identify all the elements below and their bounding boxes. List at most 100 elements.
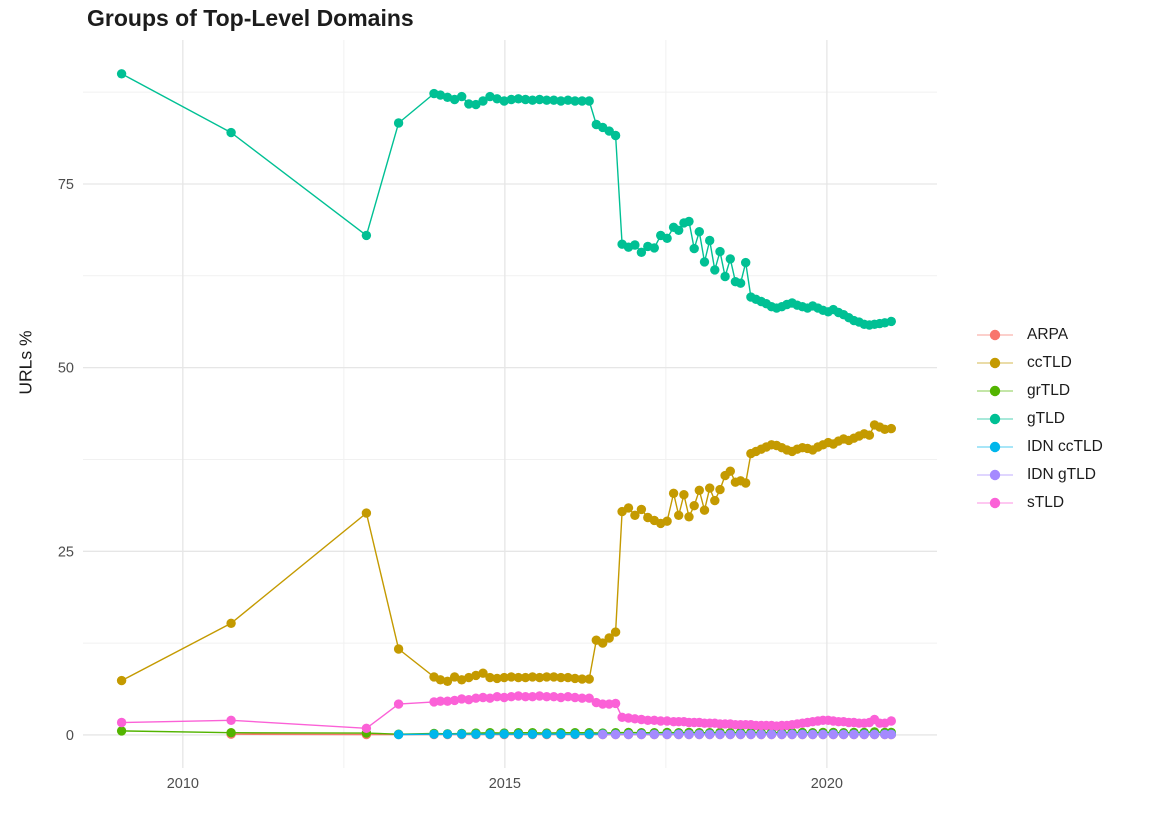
data-point — [864, 430, 875, 440]
data-point — [457, 675, 467, 685]
data-point — [649, 729, 659, 740]
data-point — [527, 692, 538, 702]
legend-key-icon — [977, 357, 1013, 369]
data-point — [859, 729, 869, 740]
data-point — [116, 717, 127, 728]
data-point — [725, 729, 735, 740]
data-point — [777, 729, 787, 740]
data-point — [435, 90, 446, 100]
legend-item-stld: sTLD — [976, 489, 1103, 517]
data-point — [741, 478, 751, 488]
data-point — [499, 692, 509, 703]
series-cctld — [116, 420, 896, 686]
data-point — [527, 95, 538, 105]
data-point — [577, 96, 587, 106]
data-point — [674, 225, 684, 235]
data-point — [766, 729, 777, 740]
data-point — [549, 95, 559, 105]
data-point — [442, 676, 453, 686]
data-point — [116, 69, 127, 79]
data-point — [649, 243, 659, 253]
legend-label: sTLD — [1027, 494, 1065, 511]
data-point — [563, 672, 573, 683]
data-point — [623, 503, 634, 513]
data-point — [610, 698, 621, 709]
data-point — [464, 672, 474, 683]
legend-key-icon — [977, 469, 1013, 481]
data-point — [598, 729, 608, 740]
data-point — [886, 423, 896, 434]
series-gtld — [116, 69, 896, 330]
data-point — [116, 726, 127, 736]
data-point — [849, 729, 859, 740]
data-point — [527, 672, 538, 682]
data-point — [513, 729, 524, 739]
data-point — [527, 729, 538, 739]
data-point — [689, 501, 699, 511]
data-point — [735, 729, 746, 740]
data-point — [577, 674, 587, 684]
legend-key-icon — [977, 385, 1013, 397]
data-point — [662, 516, 672, 526]
legend-item-arpa: ARPA — [976, 321, 1103, 349]
x-tick-label: 2020 — [811, 776, 843, 792]
data-point — [735, 278, 746, 288]
series-line — [121, 73, 892, 326]
data-point — [226, 715, 236, 725]
data-point — [563, 95, 573, 105]
legend-item-idn-cctld: IDN ccTLD — [976, 433, 1103, 461]
data-point — [542, 729, 552, 739]
minor-gridlines — [83, 40, 937, 768]
data-point — [694, 227, 704, 237]
series-stld — [116, 691, 896, 733]
data-point — [710, 265, 720, 275]
data-point — [471, 670, 481, 681]
data-point — [506, 692, 516, 702]
data-point — [725, 254, 735, 264]
data-point — [584, 674, 594, 684]
data-point — [880, 729, 890, 740]
data-point — [674, 729, 684, 740]
data-point — [542, 692, 552, 702]
data-point — [556, 692, 566, 703]
data-point — [520, 692, 531, 702]
data-point — [720, 271, 730, 282]
data-point — [699, 257, 710, 267]
tick-labels: 0 25 50 75 2010 2015 2020 — [58, 177, 843, 792]
data-point — [684, 216, 694, 227]
y-tick-label: 0 — [66, 728, 74, 744]
data-point — [662, 729, 672, 740]
data-point — [464, 99, 474, 109]
data-point — [636, 247, 647, 257]
legend-key-icon — [977, 329, 1013, 341]
data-point — [471, 99, 481, 110]
data-point — [492, 692, 502, 702]
data-point — [705, 235, 715, 246]
data-point — [715, 246, 725, 257]
data-point — [604, 633, 614, 643]
data-point — [393, 729, 404, 740]
data-point — [471, 693, 481, 703]
data-point — [684, 512, 694, 522]
data-point — [570, 673, 580, 684]
y-tick-label: 75 — [58, 177, 74, 193]
data-point — [705, 483, 715, 493]
data-point — [520, 672, 531, 683]
data-point — [429, 729, 439, 739]
data-point — [485, 91, 495, 102]
series-idn-gtld — [598, 729, 896, 740]
data-point — [694, 485, 704, 495]
data-point — [361, 508, 372, 518]
y-tick-label: 50 — [58, 361, 74, 377]
data-point — [549, 672, 559, 682]
data-point — [449, 672, 460, 682]
data-point — [492, 673, 502, 684]
legend-label: IDN gTLD — [1027, 466, 1096, 483]
data-point — [563, 692, 573, 702]
legend-item-idn-gtld: IDN gTLD — [976, 461, 1103, 489]
data-point — [464, 695, 474, 705]
data-point — [570, 729, 580, 739]
data-point — [478, 96, 488, 106]
data-point — [886, 729, 896, 740]
